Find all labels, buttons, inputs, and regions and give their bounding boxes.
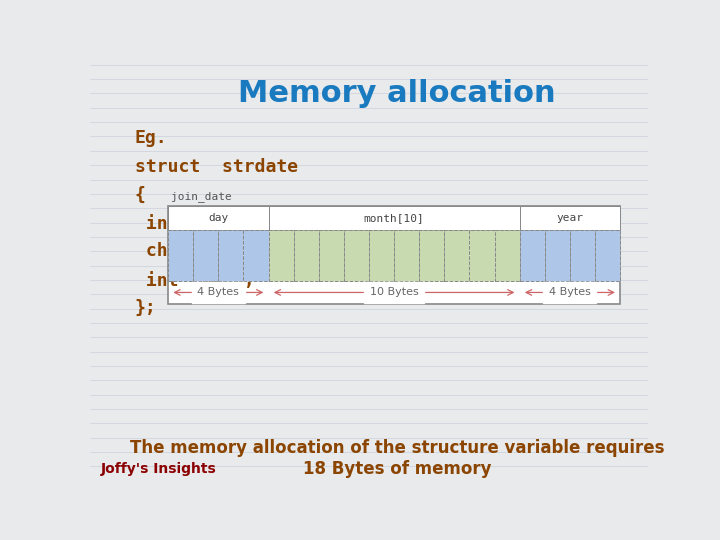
Bar: [394, 230, 419, 281]
Bar: [269, 230, 294, 281]
Text: Joffy's Insights: Joffy's Insights: [101, 462, 217, 476]
Bar: [168, 230, 193, 281]
Bar: [294, 230, 319, 281]
Bar: [218, 230, 243, 281]
Bar: [469, 230, 495, 281]
Text: int  day;: int day;: [135, 214, 243, 233]
Bar: [344, 230, 369, 281]
Bar: [369, 230, 394, 281]
Text: 4 Bytes: 4 Bytes: [549, 287, 591, 298]
Bar: [168, 206, 620, 304]
Text: The memory allocation of the structure variable requires
18 Bytes of memory: The memory allocation of the structure v…: [130, 439, 664, 478]
Text: int  year;: int year;: [135, 271, 254, 289]
Text: Memory allocation: Memory allocation: [238, 79, 556, 109]
Text: year: year: [557, 213, 583, 223]
Bar: [595, 230, 620, 281]
Text: strdate  join_date;: strdate join_date;: [380, 242, 587, 261]
Text: struct  strdate: struct strdate: [135, 158, 298, 176]
Bar: [193, 230, 218, 281]
Text: month[10]: month[10]: [364, 213, 425, 223]
Text: 4 Bytes: 4 Bytes: [197, 287, 239, 298]
Bar: [520, 230, 545, 281]
Bar: [419, 230, 444, 281]
Bar: [444, 230, 469, 281]
Bar: [545, 230, 570, 281]
Bar: [520, 206, 620, 230]
Text: };: };: [135, 299, 156, 317]
Text: day: day: [208, 213, 228, 223]
Text: 10 Bytes: 10 Bytes: [370, 287, 418, 298]
Bar: [168, 206, 269, 230]
Bar: [319, 230, 344, 281]
Text: char  month[10];: char month[10];: [135, 242, 320, 260]
Bar: [570, 230, 595, 281]
Bar: [495, 230, 520, 281]
Bar: [243, 230, 269, 281]
Text: join_date: join_date: [171, 191, 232, 202]
Text: Eg.: Eg.: [135, 129, 167, 147]
Bar: [269, 206, 520, 230]
Text: {: {: [135, 186, 145, 204]
